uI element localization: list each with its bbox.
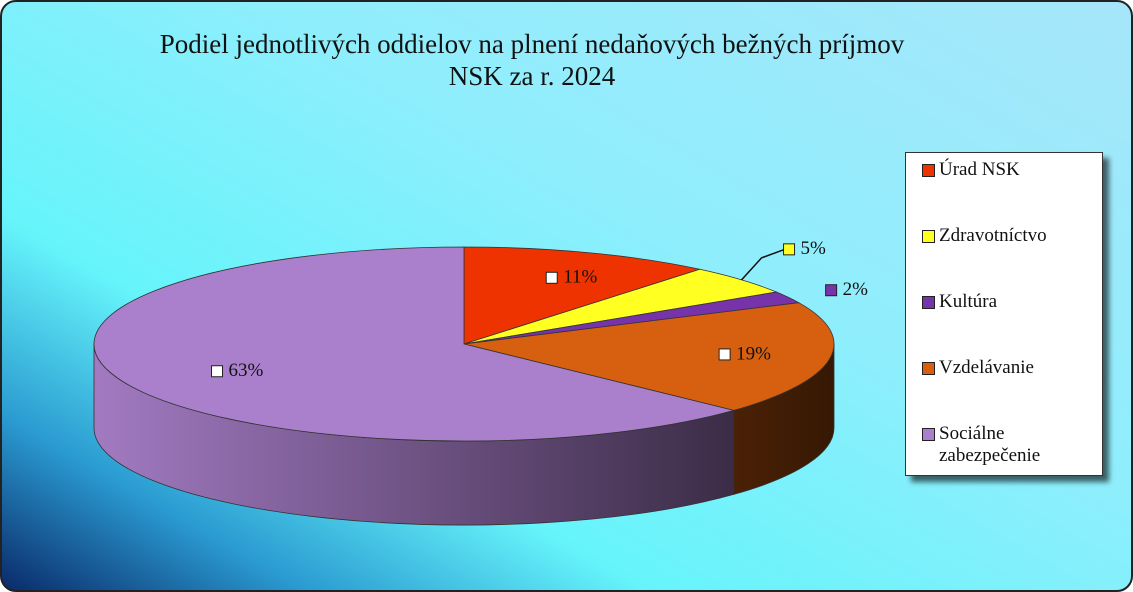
data-label: 2% bbox=[843, 279, 869, 300]
legend-item: Zdravotníctvo bbox=[922, 225, 1102, 291]
label-key bbox=[718, 348, 731, 361]
legend-key bbox=[922, 230, 935, 243]
chart-title: Podiel jednotlivých oddielov na plnení n… bbox=[159, 29, 905, 91]
data-label: 11% bbox=[563, 267, 597, 288]
legend-item: Kultúra bbox=[922, 291, 1102, 357]
label-key bbox=[825, 284, 838, 297]
legend-item: Úrad NSK bbox=[922, 159, 1102, 225]
leader-line bbox=[740, 249, 784, 281]
legend-key bbox=[922, 164, 935, 177]
legend-key bbox=[922, 296, 935, 309]
data-label: 63% bbox=[229, 360, 264, 381]
label-key bbox=[211, 365, 224, 378]
data-label: 19% bbox=[736, 343, 771, 364]
legend-label: Sociálne zabezpečenie bbox=[939, 423, 1041, 466]
legend-label: Vzdelávanie bbox=[939, 357, 1034, 378]
legend-label: Úrad NSK bbox=[939, 159, 1020, 180]
legend-label: Kultúra bbox=[939, 291, 998, 312]
legend-label: Zdravotníctvo bbox=[939, 225, 1047, 246]
slice bbox=[463, 246, 702, 345]
label-key bbox=[783, 243, 796, 256]
legend: Úrad NSK Zdravotníctvo Kultúra Vzdelávanie S… bbox=[905, 152, 1103, 476]
slice bbox=[463, 302, 835, 411]
legend-key bbox=[922, 362, 935, 375]
data-label: 5% bbox=[801, 238, 827, 259]
legend-item: Vzdelávanie bbox=[922, 357, 1102, 423]
legend-item: Sociálne zabezpečenie bbox=[922, 423, 1102, 489]
legend-key bbox=[922, 428, 935, 441]
label-key bbox=[545, 271, 558, 284]
slice bbox=[93, 246, 736, 442]
